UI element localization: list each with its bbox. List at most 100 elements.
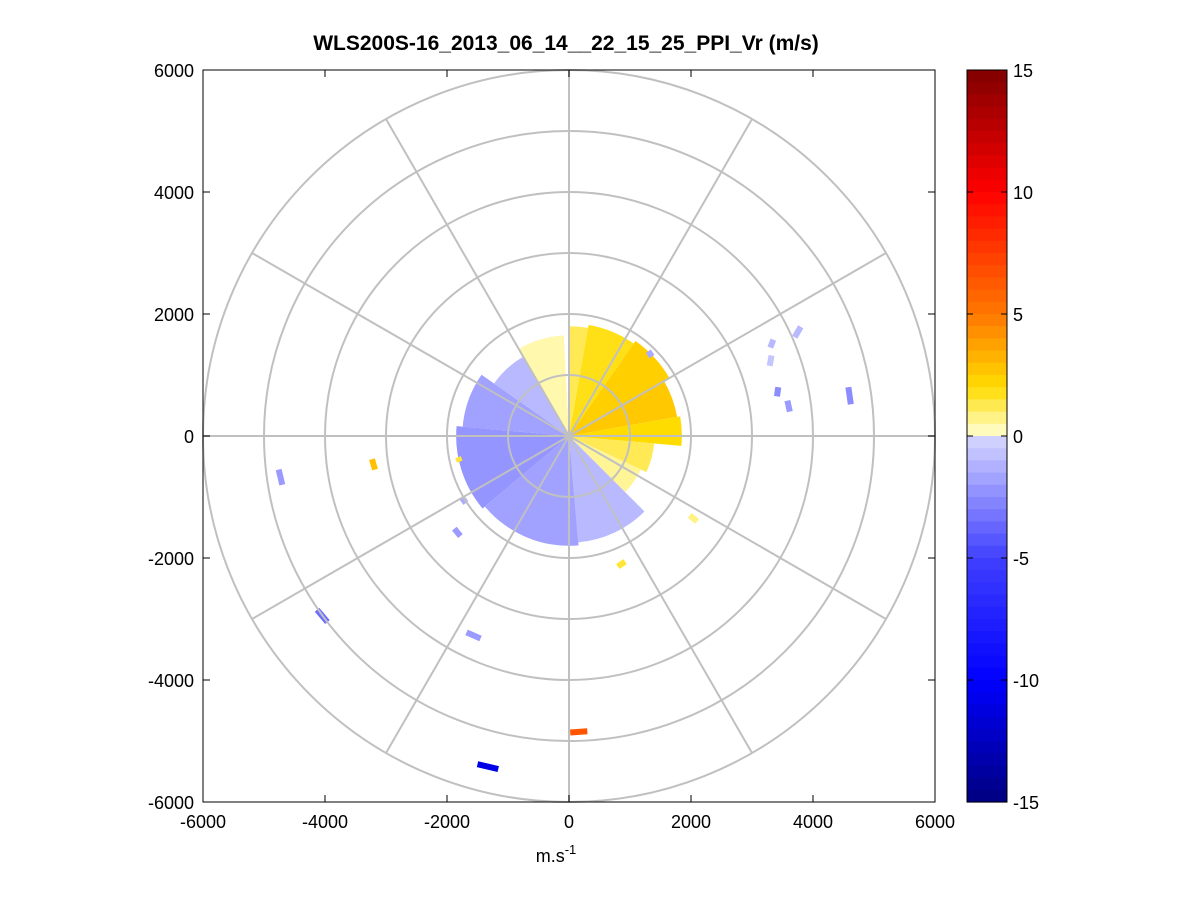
- colorbar-band: [967, 643, 1007, 657]
- velocity-segment: [616, 559, 627, 570]
- colorbar-band: [967, 594, 1007, 608]
- colorbar-band: [967, 716, 1007, 730]
- velocity-wedge: [569, 436, 645, 543]
- colorbar-band: [967, 106, 1007, 120]
- velocity-segment: [476, 761, 499, 772]
- velocity-segment: [774, 386, 782, 397]
- colorbar-band: [967, 94, 1007, 108]
- velocity-wedge: [456, 426, 569, 509]
- velocity-segment: [452, 526, 463, 538]
- colorbar-band: [967, 362, 1007, 376]
- colorbar-band: [967, 326, 1007, 339]
- plot-area: -6000 -4000 -2000 0 2000 4000 6000 6000 4000 200…: [148, 61, 955, 832]
- colorbar-band: [967, 387, 1007, 400]
- colorbar-band: [967, 216, 1007, 230]
- colorbar-gradient: [967, 70, 1007, 803]
- colorbar-band: [967, 277, 1007, 291]
- colorbar-band: [967, 753, 1007, 766]
- colorbar-band: [967, 582, 1007, 596]
- colorbar-band: [967, 253, 1007, 266]
- colorbar-band: [967, 143, 1007, 156]
- colorbar-band: [967, 704, 1007, 718]
- x-tick-label: 0: [564, 812, 574, 832]
- colorbar-band: [967, 667, 1007, 681]
- colorbar-band: [967, 680, 1007, 693]
- colorbar-band: [967, 448, 1007, 461]
- colorbar-band: [967, 204, 1007, 217]
- colorbar-tick-label: 0: [1013, 427, 1023, 447]
- colorbar-band: [967, 70, 1007, 83]
- azimuth-spoke: [568, 435, 887, 620]
- colorbar: 15 10 5 0 -5 -10 -15: [966, 61, 1039, 813]
- azimuth-spoke: [385, 118, 570, 437]
- y-tick-label: 0: [184, 427, 194, 447]
- azimuth-spoke: [568, 118, 753, 437]
- colorbar-band: [967, 375, 1007, 388]
- colorbar-band: [967, 131, 1007, 144]
- colorbar-band: [967, 289, 1007, 303]
- colorbar-tick-label: 5: [1013, 305, 1023, 325]
- colorbar-tick-label: -10: [1013, 671, 1039, 691]
- colorbar-band: [967, 314, 1007, 327]
- velocity-segment: [369, 458, 378, 471]
- colorbar-band: [967, 265, 1007, 278]
- colorbar-tick-label: 10: [1013, 183, 1033, 203]
- x-axis-label-exponent: -1: [565, 842, 577, 857]
- colorbar-band: [967, 179, 1007, 193]
- y-tick-label: -4000: [148, 671, 194, 691]
- x-tick-label: 4000: [793, 812, 833, 832]
- y-tick-label: 4000: [154, 183, 194, 203]
- colorbar-band: [967, 558, 1007, 571]
- velocity-wedge: [518, 335, 569, 436]
- colorbar-band: [967, 228, 1007, 242]
- velocity-wedge: [494, 356, 569, 436]
- x-axis-label: m.s-1: [536, 842, 577, 866]
- y-tick-label: 6000: [154, 61, 194, 81]
- colorbar-band: [967, 509, 1007, 522]
- colorbar-band: [967, 533, 1007, 547]
- azimuth-spoke: [568, 252, 887, 437]
- velocity-segment: [845, 386, 854, 405]
- x-axis-label-base: m.s: [536, 846, 565, 866]
- colorbar-band: [967, 484, 1007, 498]
- colorbar-ticks: 15 10 5 0 -5 -10 -15: [967, 61, 1039, 813]
- colorbar-band: [967, 460, 1007, 474]
- colorbar-band: [967, 789, 1007, 803]
- colorbar-tick-label: -15: [1013, 793, 1039, 813]
- velocity-segment: [767, 338, 777, 349]
- x-tick-label: -4000: [302, 812, 348, 832]
- colorbar-band: [967, 301, 1007, 315]
- velocity-wedge: [569, 436, 655, 473]
- velocity-segment: [687, 512, 700, 524]
- velocity-segment: [784, 399, 793, 413]
- colorbar-band: [967, 338, 1007, 352]
- colorbar-band: [967, 777, 1007, 791]
- velocity-wedge: [569, 341, 670, 436]
- colorbar-band: [967, 436, 1007, 449]
- colorbar-band: [967, 728, 1007, 742]
- x-tick-label: -2000: [424, 812, 470, 832]
- colorbar-band: [967, 606, 1007, 620]
- azimuth-spoke: [251, 252, 570, 437]
- colorbar-band: [967, 545, 1007, 559]
- azimuth-spoke: [568, 435, 753, 754]
- x-tick-label: -6000: [180, 812, 226, 832]
- velocity-segment: [455, 456, 463, 463]
- colorbar-band: [967, 741, 1007, 754]
- colorbar-band: [967, 692, 1007, 705]
- velocity-segment: [465, 629, 482, 642]
- colorbar-band: [967, 411, 1007, 425]
- velocity-wedge: [569, 436, 641, 493]
- colorbar-band: [967, 423, 1007, 437]
- colorbar-band: [967, 82, 1007, 95]
- velocity-segment: [792, 325, 804, 339]
- colorbar-band: [967, 521, 1007, 535]
- velocity-wedge: [569, 416, 682, 446]
- x-tick-label: 2000: [671, 812, 711, 832]
- azimuth-spoke: [251, 435, 570, 620]
- colorbar-band: [967, 472, 1007, 486]
- colorbar-band: [967, 631, 1007, 644]
- colorbar-band: [967, 350, 1007, 364]
- colorbar-band: [967, 118, 1007, 132]
